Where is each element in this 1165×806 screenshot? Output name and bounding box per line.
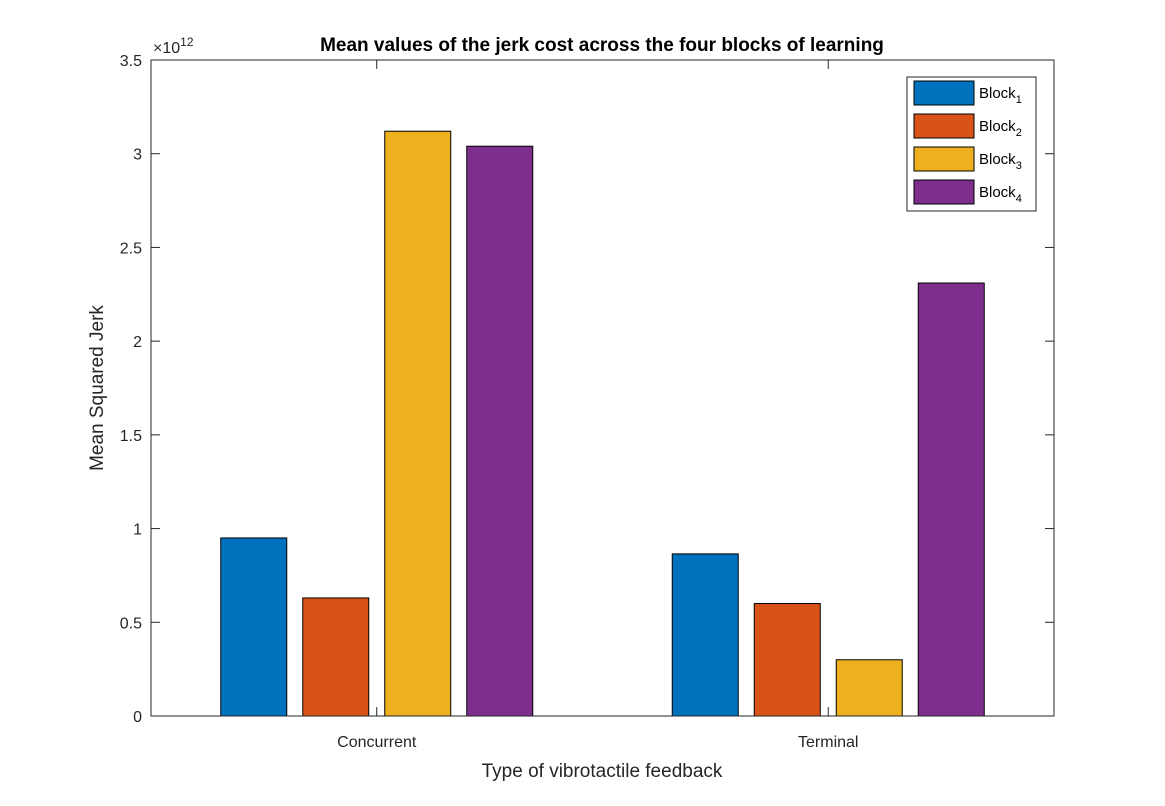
bar-concurrent-block-3 — [384, 130, 452, 717]
legend-label-block-4: Block4 — [979, 184, 1022, 205]
bar-terminal-block-4 — [917, 282, 985, 717]
y-tick-label: 2 — [133, 334, 142, 351]
bar-terminal-block-1 — [671, 553, 739, 717]
y-tick-label: 3 — [133, 147, 142, 164]
bar-concurrent-block-4 — [466, 145, 534, 717]
bars-group — [220, 130, 985, 717]
legend: Block1 Block2 Block3 Block4 — [906, 76, 1037, 212]
y-exponent-base: ×10 — [153, 40, 180, 57]
plot-frame — [150, 59, 1055, 717]
legend-swatch-block-4 — [913, 179, 975, 205]
y-tick-label: 3.5 — [120, 53, 142, 70]
x-tick-label: Terminal — [798, 734, 858, 751]
x-axis-label: Type of vibrotactile feedback — [482, 761, 723, 782]
legend-swatch-block-1 — [913, 80, 975, 106]
y-tick-label: 2.5 — [120, 240, 142, 257]
y-tick-label: 1 — [133, 522, 142, 539]
x-tick-labels: Concurrent Terminal — [337, 734, 858, 751]
legend-swatch-block-2 — [913, 113, 975, 139]
plot-area — [151, 60, 1054, 716]
bar-concurrent-block-2 — [302, 597, 370, 717]
y-exponent-label: ×1012 — [153, 35, 194, 57]
y-tick-label: 1.5 — [120, 428, 142, 445]
legend-label-block-3: Block3 — [979, 151, 1022, 172]
y-tick-label: 0 — [133, 709, 142, 726]
y-tick-labels: 0 0.5 1 1.5 2 2.5 3 3.5 — [120, 53, 142, 726]
legend-swatch-block-3 — [913, 146, 975, 172]
bar-concurrent-block-1 — [220, 537, 288, 717]
bar-terminal-block-2 — [753, 603, 821, 717]
x-tick-label: Concurrent — [337, 734, 417, 751]
y-axis-label: Mean Squared Jerk — [87, 305, 108, 471]
bar-terminal-block-3 — [835, 659, 903, 717]
legend-label-block-2: Block2 — [979, 118, 1022, 139]
legend-label-block-1: Block1 — [979, 85, 1022, 106]
y-exponent-power: 12 — [180, 35, 194, 49]
chart-title: Mean values of the jerk cost across the … — [320, 35, 884, 56]
y-tick-label: 0.5 — [120, 615, 142, 632]
